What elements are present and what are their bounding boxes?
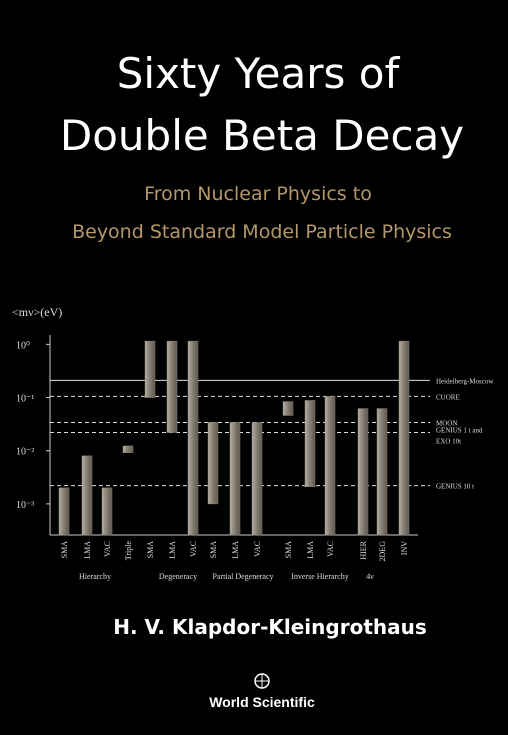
bar [207, 422, 219, 505]
group-label: Inverse Hierarchy [291, 572, 349, 581]
x-tick-label: Triple [124, 541, 133, 561]
author: H. V. Klapdor-Kleingrothaus [113, 615, 427, 639]
title-line: Double Beta Decay [60, 111, 464, 160]
bar [81, 455, 93, 536]
reference-label: EXO 10t [436, 438, 461, 446]
reference-label: GENIUS 1 t and [436, 427, 483, 435]
group-label: Partial Degeneracy [212, 572, 273, 581]
bar [166, 340, 178, 433]
x-tick-label: 2DEG [378, 541, 387, 562]
x-tick-label: INV [400, 541, 409, 555]
x-tick-label: LMA [231, 541, 240, 559]
reference-label: CUORE [436, 393, 460, 401]
bar [58, 487, 70, 536]
x-tick-label: SMA [146, 541, 155, 559]
bar [376, 408, 388, 536]
y-axis-label: <mν>(eV) [12, 305, 62, 319]
bar [304, 400, 316, 488]
bar [229, 422, 241, 536]
group-label: 4ν [366, 572, 374, 581]
group-label: Hierarchy [79, 572, 111, 581]
title-line: Sixty Years of [117, 49, 401, 98]
bar [122, 445, 134, 453]
reference-label: MOON [436, 419, 457, 427]
x-tick-label: VAC [189, 541, 198, 557]
x-tick-label: LMA [306, 541, 315, 559]
x-tick-label: SMA [284, 541, 293, 559]
bar [144, 340, 156, 398]
x-tick-label: VAC [103, 541, 112, 557]
y-tick-label: 10⁻¹ [16, 394, 34, 405]
bar [101, 487, 113, 536]
bar [282, 401, 294, 416]
bar [251, 422, 263, 536]
reference-label: GENIUS 10 t [436, 483, 474, 491]
bar [187, 340, 199, 536]
x-tick-label: SMA [209, 541, 218, 559]
bar [357, 408, 369, 536]
x-tick-label: VAC [326, 541, 335, 557]
x-tick-label: LMA [83, 541, 92, 559]
group-label: Degeneracy [159, 572, 197, 581]
x-tick-label: HIER [359, 540, 368, 559]
publisher: World Scientific [209, 694, 315, 710]
x-tick-label: SMA [60, 541, 69, 559]
y-tick-label: 10⁻² [16, 447, 34, 458]
y-tick-label: 10⁻³ [16, 500, 34, 511]
x-tick-label: LMA [168, 541, 177, 559]
publisher-logo-grid [255, 674, 269, 688]
subtitle-line: From Nuclear Physics to [144, 183, 372, 205]
reference-label: Heidelberg-Moscow [436, 377, 494, 385]
x-tick-label: VAC [253, 541, 262, 557]
y-tick-label: 10⁰ [16, 340, 30, 351]
bar [324, 396, 336, 536]
subtitle-line: Beyond Standard Model Particle Physics [72, 221, 452, 243]
bar [398, 340, 410, 536]
